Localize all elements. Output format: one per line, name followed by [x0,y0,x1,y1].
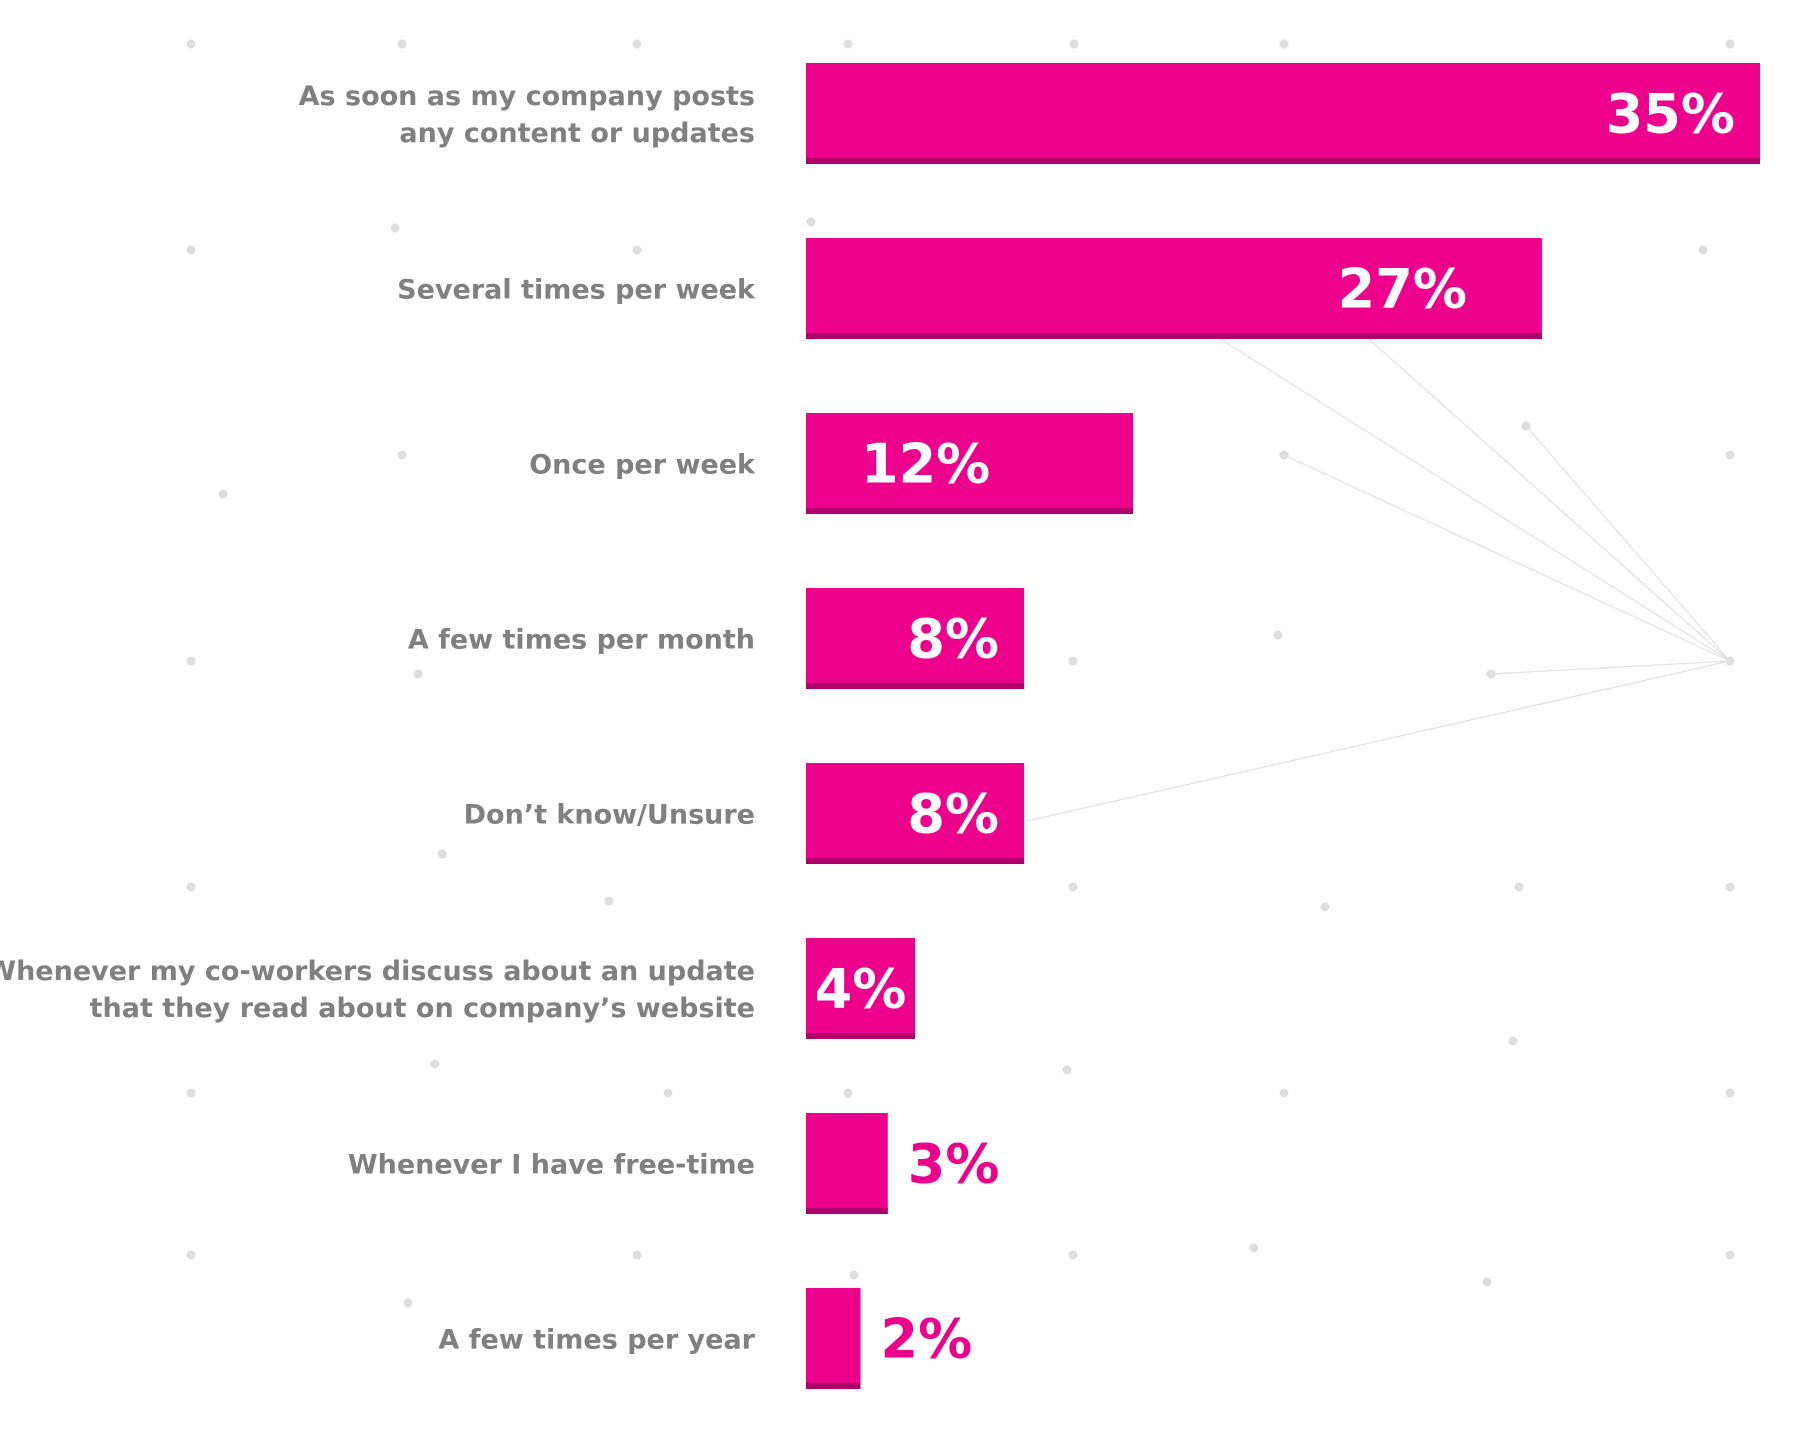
bar [806,938,916,1039]
category-label: A few times per month [408,625,755,656]
background-connector-line [1221,339,1731,662]
category-label: any content or updates [399,118,755,149]
value-label: 8% [907,783,999,846]
bar [806,1288,861,1389]
bar-shadow [806,158,1760,164]
background-dot [1279,39,1289,49]
background-dot [1514,882,1524,892]
background-dot [437,849,447,859]
background-dot [1725,882,1735,892]
bar [806,763,1025,864]
value-label: 27% [1338,258,1467,321]
category-label: Once per week [529,450,756,481]
background-dot [604,896,614,906]
bar-shadow [806,683,1025,689]
background-dot [413,669,423,679]
background-dot [1508,1036,1518,1046]
background-dot [1320,902,1330,912]
background-dot [843,1088,853,1098]
background-dot [218,489,228,499]
background-dot [1725,1088,1735,1098]
category-label: Several times per week [397,275,756,306]
background-dot [1482,1277,1492,1287]
bars-group [806,63,1760,1389]
background-dot [632,1250,642,1260]
background-dot [806,217,816,227]
background-connector-line [1283,454,1731,662]
bar-shadow [806,508,1134,514]
value-label: 35% [1606,83,1735,146]
category-label: A few times per year [438,1325,755,1356]
category-label: that they read about on company’s websit… [90,993,755,1024]
background-dot [1698,245,1708,255]
category-labels-group: As soon as my company posts any content o… [0,81,756,1356]
bar [806,63,1760,164]
background-dot [1279,1088,1289,1098]
value-label: 8% [907,608,999,671]
category-label: Whenever my co-workers discuss about an … [0,956,755,987]
bar-shadow [806,1383,861,1389]
background-decoration [186,39,1735,1308]
bar-shadow [806,858,1025,864]
background-dot [186,1088,196,1098]
background-dot [843,39,853,49]
bar [806,588,1025,689]
background-dot [186,245,196,255]
background-dot [1249,1243,1259,1253]
background-dot [390,223,400,233]
value-label: 3% [908,1133,1000,1196]
background-dot [1725,1250,1735,1260]
background-connector-line [1525,425,1731,662]
value-labels-group: 35% 27% 12% 8% 8% 4% 3% 2% [815,83,1735,1371]
background-dot [397,450,407,460]
background-connector-line [1490,660,1731,675]
category-label: Don’t know/Unsure [464,800,755,831]
background-dot [1725,39,1735,49]
bar [806,1113,888,1214]
background-dot [632,245,642,255]
background-dot [186,882,196,892]
category-label: Whenever I have free-time [348,1150,755,1181]
value-label: 4% [815,958,907,1021]
value-label: 12% [861,433,990,496]
background-dot [430,1059,440,1069]
background-dot [1068,1250,1078,1260]
bar [806,238,1542,339]
bar [806,413,1134,514]
bar-shadow [806,1208,888,1214]
background-dot [1062,1065,1072,1075]
background-connector-line [1369,339,1731,662]
background-dot [849,1270,859,1280]
bar-shadow [806,1033,916,1039]
bar-shadow [806,333,1542,339]
background-dot [403,1298,413,1308]
background-dot [1068,882,1078,892]
background-dot [397,39,407,49]
background-dot [186,39,196,49]
background-dot [632,39,642,49]
background-connector-line [1026,660,1731,822]
background-dot [663,1088,673,1098]
background-dot [1273,630,1283,640]
background-dot [1725,450,1735,460]
background-dot [1068,656,1078,666]
category-label: As soon as my company posts [299,81,755,112]
value-label: 2% [881,1308,973,1371]
background-dot [1069,39,1079,49]
background-dot [186,656,196,666]
background-dot [186,1250,196,1260]
